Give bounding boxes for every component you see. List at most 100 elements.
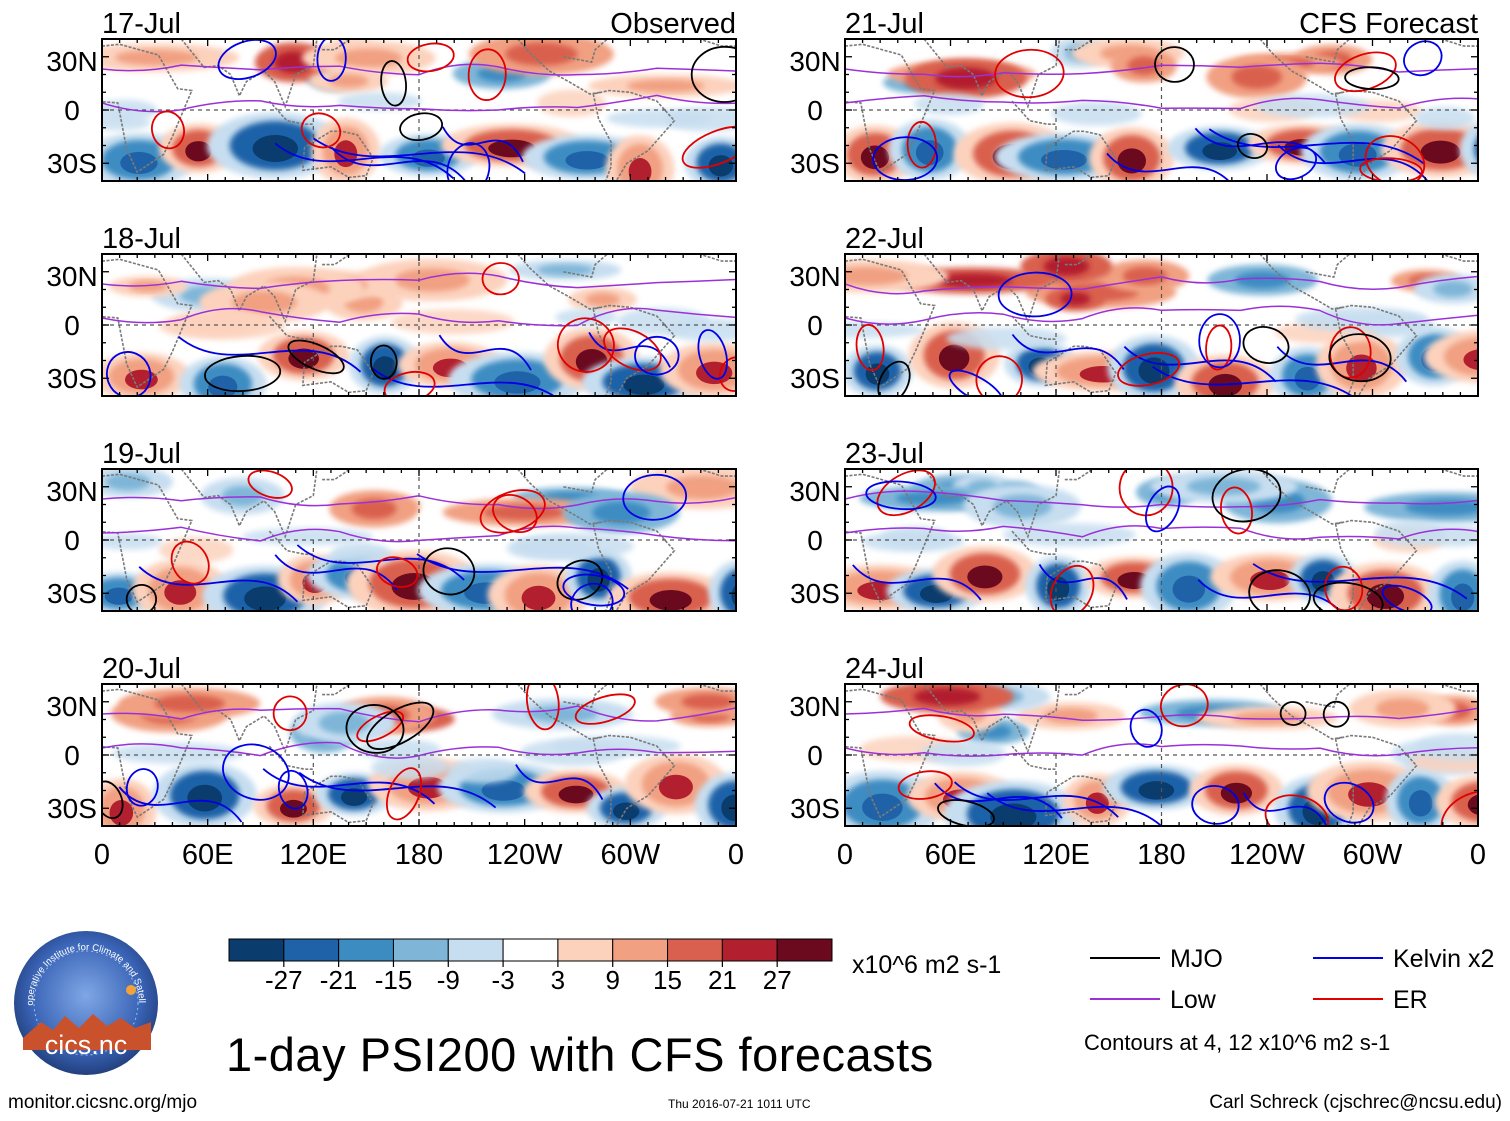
psi-anomaly-core: [865, 363, 890, 385]
psi-anomaly-core: [1366, 583, 1405, 609]
psi-anomaly-core: [967, 565, 1003, 589]
psi-anomaly-core: [187, 784, 223, 812]
lon-label: 0: [728, 839, 744, 871]
colorbar-swatch: [557, 938, 614, 962]
map-panel: 17-Jul Observed 30N 0 30S: [46, 8, 737, 182]
low-contour: [102, 741, 736, 759]
lon-label: 120E: [1022, 839, 1090, 871]
coastline: [923, 39, 1061, 109]
kelvin-contour: [274, 554, 398, 591]
kelvin-contour: [1208, 128, 1426, 165]
coastline: [845, 688, 936, 819]
lat-label: 0: [807, 740, 823, 771]
coastlines: [102, 684, 736, 826]
low-contour: [845, 525, 1478, 540]
lat-label: 30N: [789, 46, 840, 77]
psi-anomaly-core: [208, 375, 238, 396]
lon-label: 120E: [279, 839, 347, 871]
psi-anomaly-core: [335, 48, 403, 68]
kelvin-contour: [865, 480, 937, 511]
psi-anomaly-core: [244, 586, 286, 611]
psi-anomaly-blob: [913, 93, 985, 115]
low-contour: [102, 272, 736, 290]
coastline: [180, 254, 318, 324]
er-contour: [1440, 790, 1478, 826]
psi-anomaly-blob: [337, 92, 423, 111]
kelvin-contour: [1129, 708, 1163, 748]
coastline: [1044, 345, 1117, 394]
psi-anomaly-core: [185, 141, 212, 162]
psi-anomaly-blob: [1474, 137, 1478, 162]
footer-author: Carl Schreck (cjschrec@ncsu.edu): [1209, 1092, 1502, 1113]
lat-label: 0: [64, 525, 80, 556]
kelvin-contour: [217, 39, 277, 80]
lat-label: 30S: [790, 793, 840, 824]
mjo-contour: [1322, 700, 1350, 728]
coastline: [1044, 130, 1117, 179]
kelvin-contour: [1106, 152, 1230, 181]
colorbar-swatch: [502, 938, 559, 962]
page-title: 1-day PSI200 with CFS forecasts: [226, 1028, 934, 1081]
kelvin-contour: [1403, 40, 1443, 77]
coastline: [1064, 469, 1094, 481]
low-contour: [102, 63, 736, 76]
psi-anomaly-core: [585, 292, 620, 307]
mjo-contour: [287, 339, 345, 375]
psi-anomaly-blob: [1414, 733, 1478, 761]
psi-anomaly-core: [696, 361, 733, 385]
psi-anomaly-blob: [1051, 101, 1142, 126]
psi-anomaly-core: [231, 290, 298, 314]
coastlines: [845, 469, 1478, 611]
panel-date: 23-Jul: [845, 438, 924, 470]
panel-ticks: [101, 38, 737, 182]
colorbar-swatch: [283, 938, 340, 962]
mjo-contour: [1279, 701, 1307, 726]
coastline: [1440, 684, 1478, 692]
psi-anomaly-core: [481, 780, 526, 801]
psi-anomaly-halo: [1459, 122, 1478, 176]
er-contour: [908, 714, 975, 743]
er-contour: [376, 556, 419, 588]
psi-anomaly-core: [288, 348, 319, 369]
mjo-contour: [556, 559, 604, 601]
coastline: [1440, 469, 1478, 477]
low-contour: [102, 307, 736, 327]
colorbar-swatch: [776, 938, 833, 962]
coastline: [180, 684, 318, 754]
lat-label: 0: [64, 740, 80, 771]
psi-anomaly-core: [505, 42, 578, 66]
er-contour: [897, 770, 953, 800]
lon-label: 60W: [601, 839, 661, 871]
colorbar-tick-label: 15: [653, 965, 682, 995]
lon-label: 180: [1137, 839, 1185, 871]
er-contour: [525, 684, 560, 731]
er-contour: [492, 493, 538, 534]
wave-contours: [102, 469, 736, 611]
psi-anomaly-blob: [616, 307, 710, 335]
er-contour: [906, 120, 937, 169]
coastline: [102, 43, 193, 174]
colorbar-tick-label: 3: [551, 965, 565, 995]
lat-label: 0: [807, 310, 823, 341]
psi-anomaly-core: [845, 266, 908, 286]
coastline: [322, 39, 351, 51]
mjo-contour: [102, 780, 124, 820]
footer-url[interactable]: monitor.cicsnc.org/mjo: [8, 1092, 198, 1113]
map-panel: 21-Jul CFS Forecast 30N 0 30S: [789, 8, 1479, 182]
er-contour: [467, 48, 507, 101]
mjo-contour: [1328, 333, 1392, 383]
colorbar-swatch: [612, 938, 669, 962]
kelvin-contour: [1276, 346, 1408, 383]
lat-label: 30S: [790, 578, 840, 609]
psi-anomaly-blob: [946, 327, 1067, 350]
coastline: [301, 345, 375, 394]
er-contour: [1364, 135, 1426, 181]
psi-anomaly-blob: [330, 542, 391, 566]
psi-anomaly-core: [1338, 143, 1377, 167]
coastline: [845, 258, 936, 389]
coastline: [516, 39, 601, 95]
psi-anomaly-core: [935, 67, 997, 90]
